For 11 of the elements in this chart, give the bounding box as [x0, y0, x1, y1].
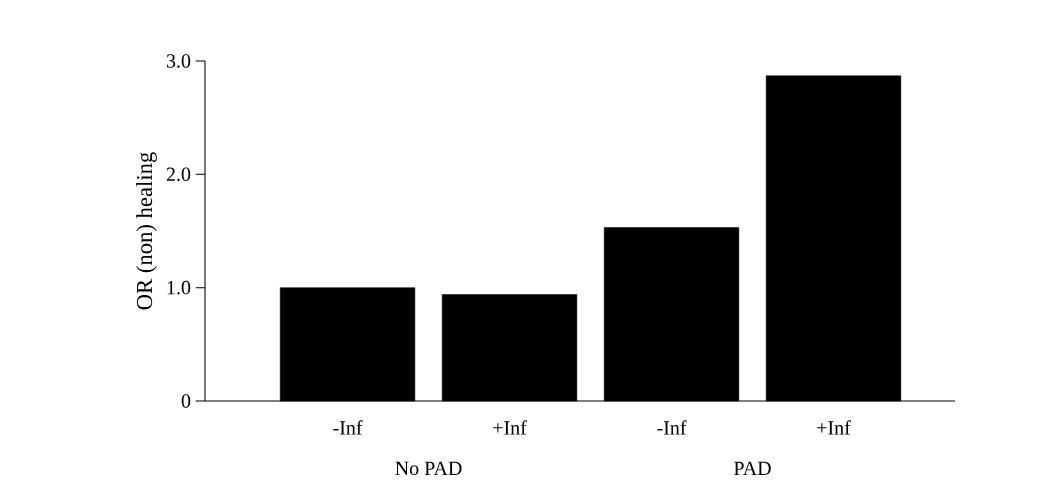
x-tick-label: +Inf: [817, 420, 851, 435]
x-tick-label: +Inf: [493, 420, 527, 435]
y-tick-label: 3.0: [166, 54, 191, 68]
y-tick-label: 2.0: [166, 167, 191, 182]
x-tick-label: -Inf: [333, 420, 363, 435]
text: PAD: [734, 461, 771, 475]
y-tick-label: 0: [181, 394, 191, 408]
text: No PAD: [395, 461, 462, 476]
y-axis-title: OR (non) healing: [136, 152, 157, 310]
y-tick-label: 1.0: [167, 280, 191, 295]
x-tick-label: -Inf: [657, 420, 687, 435]
